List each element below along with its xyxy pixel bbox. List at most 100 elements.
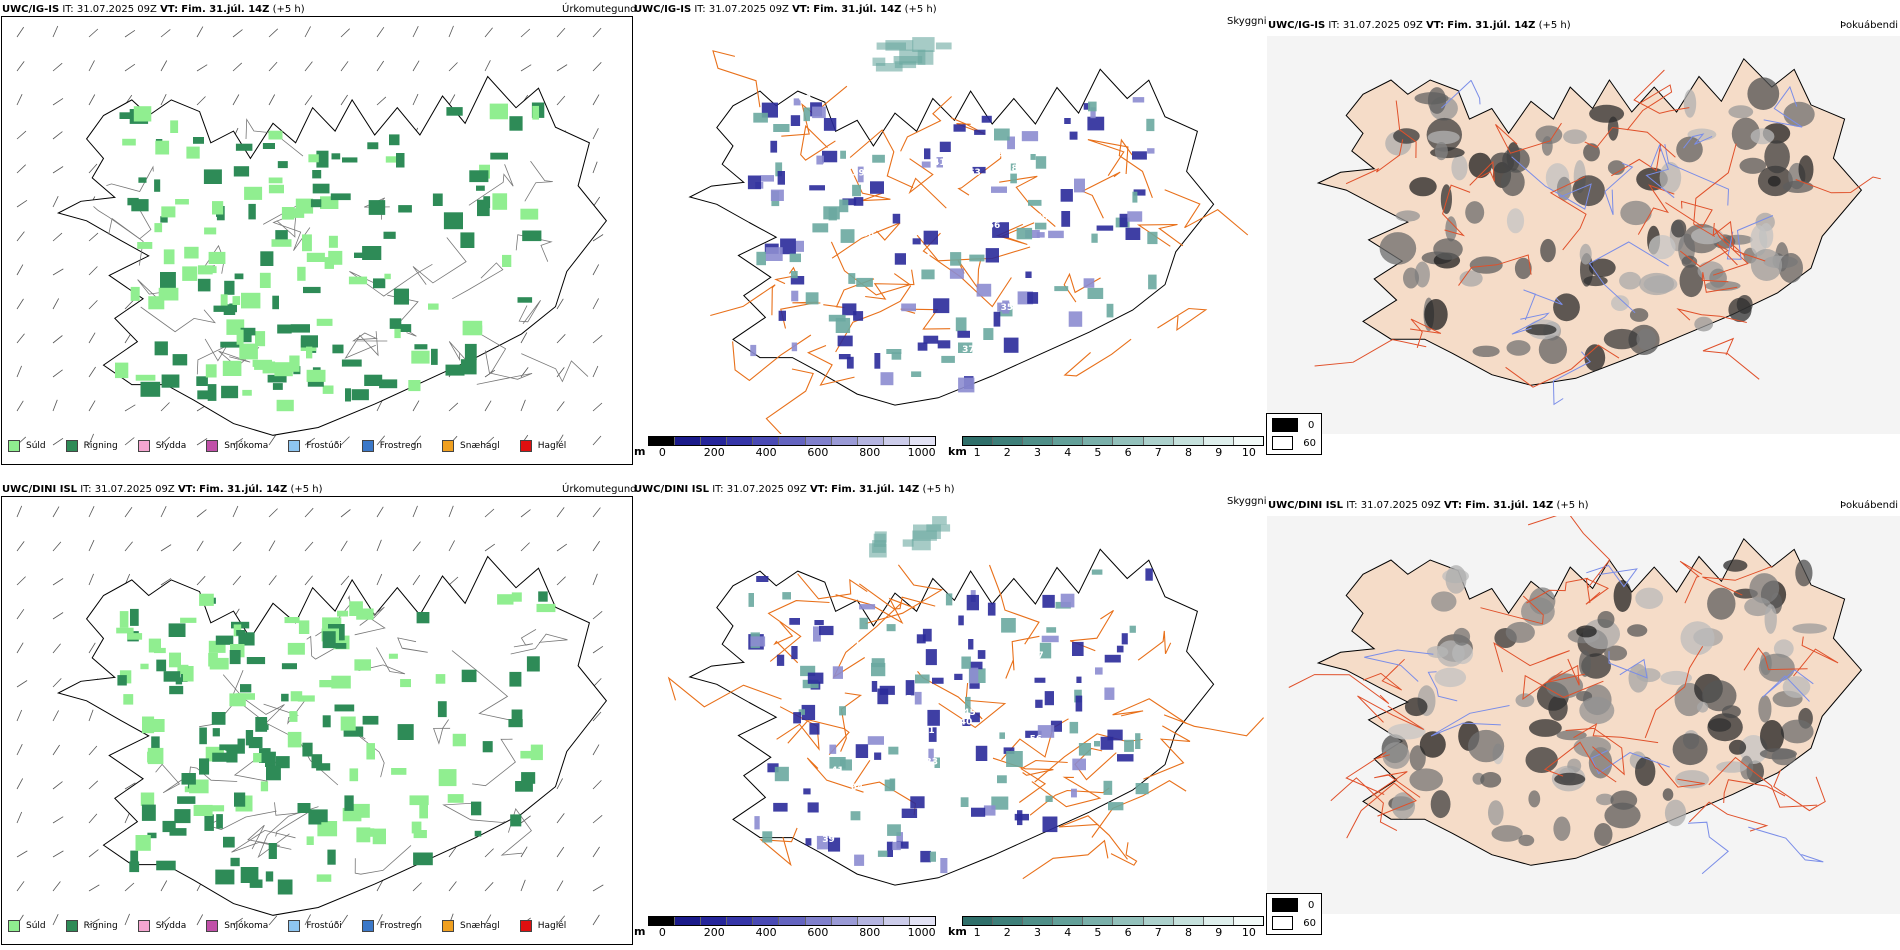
cloud-base-cell [798,709,805,715]
road-line [1371,771,1421,798]
precip-cell [396,153,405,168]
cloud-base-label: 48 [955,244,968,254]
fog-cell [1792,623,1827,634]
precip-cell [155,140,170,155]
precip-cell [414,344,428,350]
cloud-base-cell [816,155,824,165]
road-line [1546,658,1586,686]
precip-cell [358,828,375,837]
precip-cell [354,659,371,671]
precip-cell [399,324,412,332]
precip-cell [265,751,276,767]
colorbar-tick: 800 [859,926,881,939]
cloud-base-cell [770,140,778,153]
cloud-base-cell [802,679,819,689]
precip-cell [508,719,523,728]
cloud-base-cell [1036,232,1045,238]
cloud-base-cell [782,592,791,600]
cloud-base-cell [1001,618,1016,633]
precip-cell [460,232,475,248]
cloud-base-cell [965,696,971,713]
precip-cell [413,852,433,866]
colorbar-segment [831,917,858,925]
precip-cell [197,265,213,275]
cloud-base-label: 39 [997,150,1010,160]
wind-barb [556,915,566,926]
cloud-base-cell [775,162,783,177]
cloud-base-cell [927,709,940,726]
cloud-base-cell [1090,107,1096,119]
cloud-base-cell [1069,131,1078,140]
cloud-base-cell [1106,303,1114,318]
precip-cell [345,388,351,402]
wind-barb [304,575,313,586]
cloud-base-cell [991,796,1009,810]
colorbar-segment [883,437,910,445]
wind-barb [232,541,242,552]
cloud-base-cell [886,624,896,632]
precip-cell [232,296,241,305]
cloud-base-cell [1076,676,1082,683]
wind-barb [52,298,60,310]
precip-cell [476,185,485,191]
precip-cell [117,675,127,686]
cloud-base-cell [857,166,864,183]
precip-cell [290,324,310,333]
cloud-base-labels: 41 39 38 40 51 63 69 85 81 38 47 37 35 50 44 56 64 88 59 60… [799,94,1049,372]
colorbar-segment [779,917,806,925]
cloud-base-cell [921,161,931,168]
cloud-base-cell [877,688,889,705]
road-line [988,564,1040,645]
cloud-base-cell [891,352,902,360]
cloud-base-cell [807,802,819,813]
precip-cell [235,143,253,151]
cloud-base-cell [1104,687,1115,700]
fog-cell [1431,591,1457,612]
legend-swatch [442,920,455,932]
wind-barb [16,61,25,72]
wind-barb [304,61,313,72]
cloud-base-label: 63 [968,168,981,178]
precip-cell [373,278,386,289]
cloud-base-cell [1050,720,1062,732]
precip-cell [400,679,411,688]
fog-cell [1620,200,1652,226]
road-line [306,635,346,660]
wind-barb [520,399,526,412]
road-line [865,564,944,625]
precip-cell [275,230,288,240]
precip-cell [229,303,237,313]
colorbar-segment [1023,437,1054,445]
fog-cell [1680,621,1715,655]
legend-swatch [519,440,532,452]
road-line [1005,635,1040,679]
road-line [1679,560,1703,604]
precip-cell [276,756,290,769]
precip-cell [272,295,279,310]
cloud-base-cell [936,157,943,168]
precip-cell [297,803,311,813]
precip-cell [268,177,283,184]
precip-cell [215,869,235,885]
cloud-base-cell [1119,213,1128,228]
precip-cell [172,354,188,366]
road-line [1469,160,1495,186]
road-line [732,334,812,382]
road-line [1552,351,1591,406]
precip-cell [148,638,161,653]
fog-cell [1613,580,1632,612]
fog-cell [1480,772,1502,788]
precip-cells [116,591,556,895]
wind-barb [304,437,316,446]
precip-cell [337,610,349,617]
precip-cell [509,116,523,131]
cloud-base-label: 45 [924,133,937,143]
cloud-base-cell [816,835,830,850]
cloud-base-cell [777,171,785,185]
precip-cell [255,724,269,730]
cloud-base-cell [793,98,801,106]
colorbar-tick: 2 [1003,926,1011,939]
wind-barb [52,369,63,378]
fog-cell [1426,646,1449,658]
